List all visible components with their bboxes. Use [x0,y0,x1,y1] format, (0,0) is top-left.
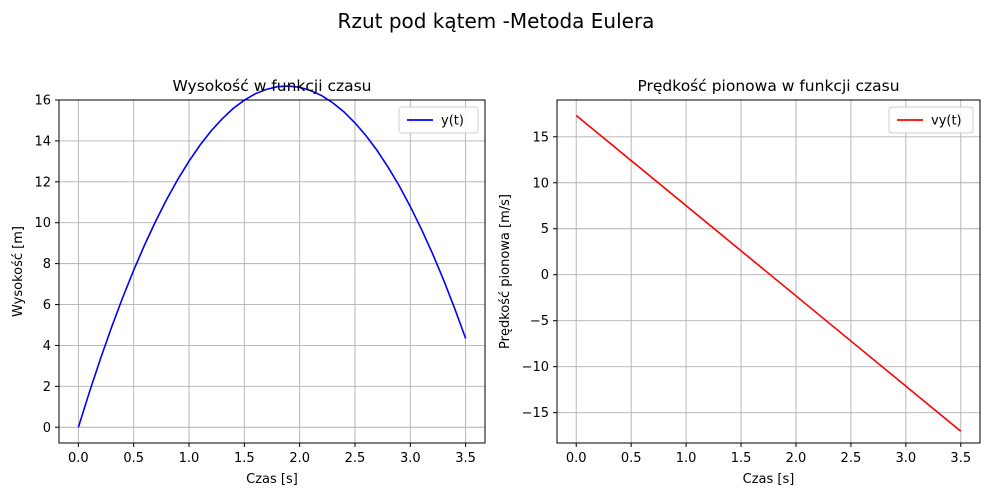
legend-box [888,106,974,134]
x-tick-label: 0.5 [621,451,642,466]
axes-velocity: 0.0 0.5 1.0 1.5 2.0 2.5 3.0 3.5 −15 −10 −5 0 5 10 15 Pr… [498,77,981,487]
y-axis-label: Prędkość pionowa [m/s] [498,194,513,349]
y-tick-label: 6 [43,298,51,313]
legend: y(t) [398,106,479,134]
y-tick-label: 8 [43,257,51,272]
legend-label: vy(t) [931,114,962,129]
x-tick-label: 1.0 [179,451,200,466]
grid [59,99,485,443]
axes-title: Wysokość w funkcji czasu [172,77,371,95]
series-line-yt [77,85,467,428]
y-tick-label: −10 [522,360,549,375]
y-tick-label: 10 [34,216,51,231]
figure-suptitle: Rzut pod kątem -Metoda Eulera [338,9,655,33]
x-tick-label: 2.0 [289,451,310,466]
y-tick-label: 16 [34,94,51,109]
y-tick-label: 5 [541,222,549,237]
x-tick-label: 2.5 [841,451,862,466]
x-tick-label: 1.5 [234,451,255,466]
x-tick-label: 0.5 [123,451,144,466]
x-axis-label: Czas [s] [743,472,795,487]
plot-frame [58,99,486,444]
x-tick-label: 2.5 [345,451,366,466]
y-tick-label: 4 [43,339,51,354]
x-tick-label: 0.0 [68,451,89,466]
y-tick-label: 14 [34,134,51,149]
x-tick-label: 3.0 [400,451,421,466]
x-tick-label: 1.0 [676,451,697,466]
x-axis-label: Czas [s] [246,472,298,487]
y-tick-label: 12 [34,175,51,190]
x-tick-label: 0.0 [566,451,587,466]
series-line-vyt [575,114,962,432]
axes-height: 0.0 0.5 1.0 1.5 2.0 2.5 3.0 3.5 0 2 4 6 8 10 12 14 16 Wys… [11,77,486,487]
plot-frame [556,99,981,444]
legend-label: y(t) [441,114,464,129]
legend-box [398,106,479,134]
y-tick-label: −5 [530,314,549,329]
legend: vy(t) [888,106,974,134]
y-tick-label: 0 [43,421,51,436]
x-tick-label: 3.5 [950,451,971,466]
x-tick-label: 1.5 [731,451,752,466]
x-tick-label: 2.0 [786,451,807,466]
y-tick-label: 15 [532,130,549,145]
axes-title: Prędkość pionowa w funkcji czasu [637,77,899,95]
x-tick-label: 3.5 [455,451,476,466]
y-tick-label: 2 [43,380,51,395]
y-tick-label: −15 [522,406,549,421]
y-tick-label: 10 [532,176,549,191]
y-axis-label: Wysokość [m] [11,226,26,317]
x-tick-label: 3.0 [895,451,916,466]
y-tick-label: 0 [541,268,549,283]
